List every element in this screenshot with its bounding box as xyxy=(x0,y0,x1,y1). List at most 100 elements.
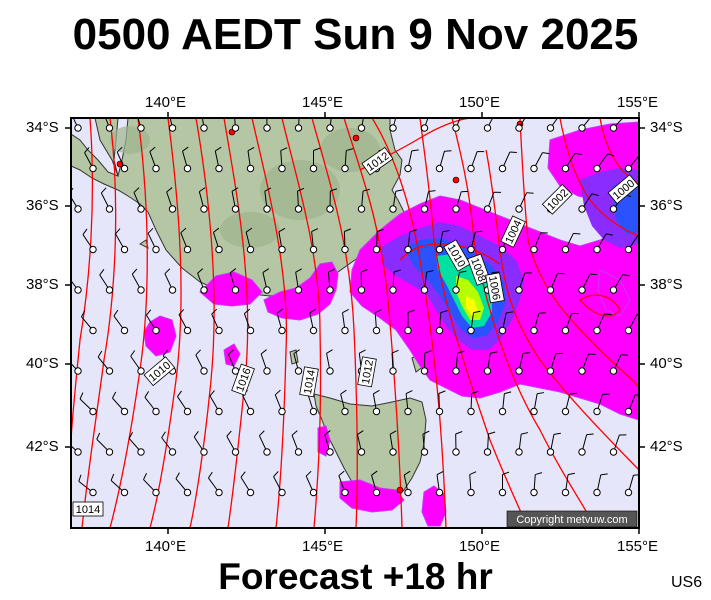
wind-barb-feather xyxy=(522,352,531,354)
wind-barb-feather xyxy=(96,432,101,440)
wind-barb-feather xyxy=(593,114,600,116)
wind-barb-feather xyxy=(313,147,321,151)
wind-barb-feather xyxy=(344,228,352,232)
wind-station-circle xyxy=(263,448,271,456)
wind-station-circle xyxy=(294,286,303,294)
wind-barb-feather xyxy=(136,107,142,111)
wind-barb-feather xyxy=(178,309,185,315)
wind-barb-feather xyxy=(195,349,201,356)
wind-barb-feather xyxy=(164,268,171,275)
wind-station-circle xyxy=(341,164,349,173)
wind-station-circle xyxy=(263,367,271,375)
wind-barb-feather xyxy=(371,470,378,476)
wind-barb-feather xyxy=(473,310,481,314)
isobar-label: 1012 xyxy=(360,359,376,385)
wind-barb-feather xyxy=(199,187,206,193)
lon-label-140: 140°E xyxy=(145,94,187,111)
wind-station-circle xyxy=(372,407,381,416)
tasmania-land xyxy=(313,393,427,503)
wind-barb-feather xyxy=(591,193,599,196)
wind-barb-feather xyxy=(640,155,647,157)
wind-station-circle xyxy=(372,326,381,335)
wind-station-circle xyxy=(389,205,397,213)
wind-station-circle xyxy=(624,488,633,497)
wind-station-circle xyxy=(137,367,145,375)
wind-station-circle xyxy=(183,164,192,173)
wind-barb-feather xyxy=(115,228,121,235)
wind-station-circle xyxy=(389,367,397,375)
wind-station-circle xyxy=(168,286,177,294)
wind-station-circle xyxy=(372,488,381,497)
wind-station-circle xyxy=(278,245,286,254)
wind-station-circle xyxy=(120,164,129,173)
wind-barb-feather xyxy=(197,268,204,274)
wind-barb-feather xyxy=(502,471,510,475)
wind-station-circle xyxy=(578,286,586,294)
wind-barb-feather xyxy=(113,309,119,317)
lat-label-36-right: 36°S xyxy=(650,197,683,214)
lat-label-40-left: 40°S xyxy=(26,355,59,372)
wind-station-circle xyxy=(231,124,240,132)
wind-station-circle xyxy=(498,407,507,416)
wind-barb-feather xyxy=(395,189,403,192)
wind-station-circle xyxy=(530,164,538,173)
wind-barb-feather xyxy=(567,472,575,476)
wind-station-circle xyxy=(215,488,223,497)
wind-station-circle xyxy=(89,245,97,254)
wind-barb-feather xyxy=(506,311,514,314)
wind-barb-feather xyxy=(357,430,364,435)
wind-station-circle xyxy=(263,205,271,213)
wind-barb-feather xyxy=(469,471,477,476)
isobar-label: 1006 xyxy=(486,275,502,301)
wind-barb-feather xyxy=(424,350,432,354)
forecast-title: 0500 AEDT Sun 9 Nov 2025 xyxy=(72,10,639,59)
wind-station-circle xyxy=(546,367,555,375)
wind-barb-feather xyxy=(537,392,545,395)
wind-barb-feather xyxy=(131,268,138,275)
wind-barb-feather xyxy=(161,431,166,438)
wind-station-circle xyxy=(530,326,538,335)
wind-station-circle xyxy=(420,286,429,294)
wind-barb-feather xyxy=(267,107,274,110)
wind-barb-feather xyxy=(391,349,399,354)
wind-station-circle xyxy=(546,124,555,132)
wind-station-circle xyxy=(357,205,366,213)
lat-label-34-left: 34°S xyxy=(26,119,59,136)
wind-station-circle xyxy=(246,164,255,173)
wind-station-circle xyxy=(483,367,492,375)
wind-barb-feather xyxy=(398,110,405,111)
wind-station-circle xyxy=(183,407,192,416)
wind-barb-feather xyxy=(244,308,251,314)
wind-barb-feather xyxy=(231,187,239,192)
wind-barb-feather xyxy=(182,146,189,152)
lon-label-140-bottom: 140°E xyxy=(145,538,187,555)
wind-station-circle xyxy=(120,245,129,254)
wind-barb-feather xyxy=(375,309,382,314)
wind-barb-feather xyxy=(504,391,512,395)
wind-barb-feather xyxy=(293,349,300,355)
wind-station-circle xyxy=(357,124,366,132)
wind-barb-feather xyxy=(112,391,117,399)
wind-barb-feather xyxy=(490,351,498,354)
wind-station-circle xyxy=(609,124,618,132)
wind-barb-feather xyxy=(211,308,218,315)
wind-station-circle xyxy=(263,286,271,294)
wind-barb-feather xyxy=(247,146,255,152)
wind-barb-feather xyxy=(496,112,503,113)
wind-barb-feather xyxy=(528,113,535,114)
wind-station-circle xyxy=(89,407,97,416)
wind-barb-feather xyxy=(228,349,234,355)
wind-barb-feather xyxy=(521,432,529,435)
wind-station-circle xyxy=(404,245,412,254)
wind-station-circle xyxy=(294,205,303,213)
wind-station-circle xyxy=(467,488,475,497)
wind-station-circle xyxy=(467,407,475,416)
wind-barb-feather xyxy=(309,308,316,314)
wind-station-circle xyxy=(74,205,82,213)
wind-barb-feather xyxy=(143,473,148,480)
wind-station-circle xyxy=(578,124,586,132)
wind-barb-feather xyxy=(326,349,333,354)
wind-barb-feather xyxy=(84,147,90,153)
wind-station-circle xyxy=(530,407,538,416)
wind-barb-feather xyxy=(260,349,267,355)
